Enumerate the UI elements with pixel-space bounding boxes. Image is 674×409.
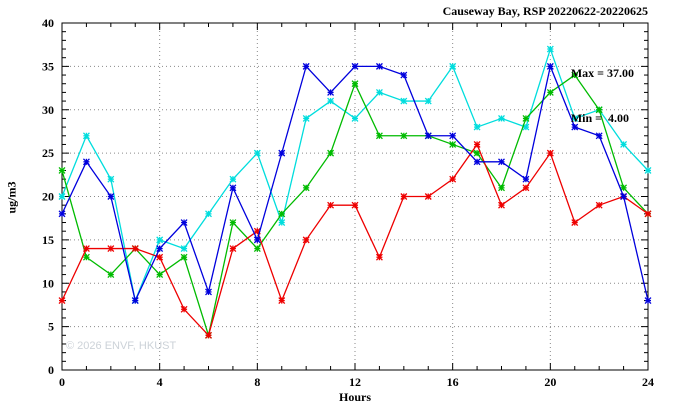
- chart-title: Causeway Bay, RSP 20220622-20220625: [442, 4, 648, 18]
- x-tick-labels: 0 4 8 12 16 20 24: [59, 375, 654, 389]
- svg-text:20: 20: [544, 375, 556, 389]
- svg-text:5: 5: [48, 320, 54, 334]
- axis-ticks: [61, 22, 649, 371]
- series-blue: [58, 62, 652, 305]
- svg-text:24: 24: [642, 375, 654, 389]
- svg-text:20: 20: [42, 190, 54, 204]
- svg-text:8: 8: [254, 375, 260, 389]
- max-min-annotation: Max = 37.00 Min = 4.00: [571, 36, 634, 156]
- svg-text:0: 0: [48, 363, 54, 377]
- svg-text:10: 10: [42, 276, 54, 290]
- min-value-label: Min = 4.00: [570, 111, 629, 125]
- svg-text:4: 4: [157, 375, 163, 389]
- svg-text:15: 15: [42, 233, 54, 247]
- svg-text:25: 25: [42, 146, 54, 160]
- max-value-label: Max = 37.00: [570, 66, 634, 80]
- y-tick-labels: 0 5 10 15 20 25 30 35 40: [42, 16, 54, 377]
- y-axis-label: ug/m3: [4, 181, 19, 214]
- svg-text:40: 40: [42, 16, 54, 30]
- svg-text:12: 12: [349, 375, 361, 389]
- svg-text:35: 35: [42, 59, 54, 73]
- watermark: © 2026 ENVF, HKUST: [66, 340, 177, 352]
- svg-text:16: 16: [447, 375, 459, 389]
- svg-text:0: 0: [59, 375, 65, 389]
- svg-text:30: 30: [42, 103, 54, 117]
- x-axis-label: Hours: [338, 390, 371, 404]
